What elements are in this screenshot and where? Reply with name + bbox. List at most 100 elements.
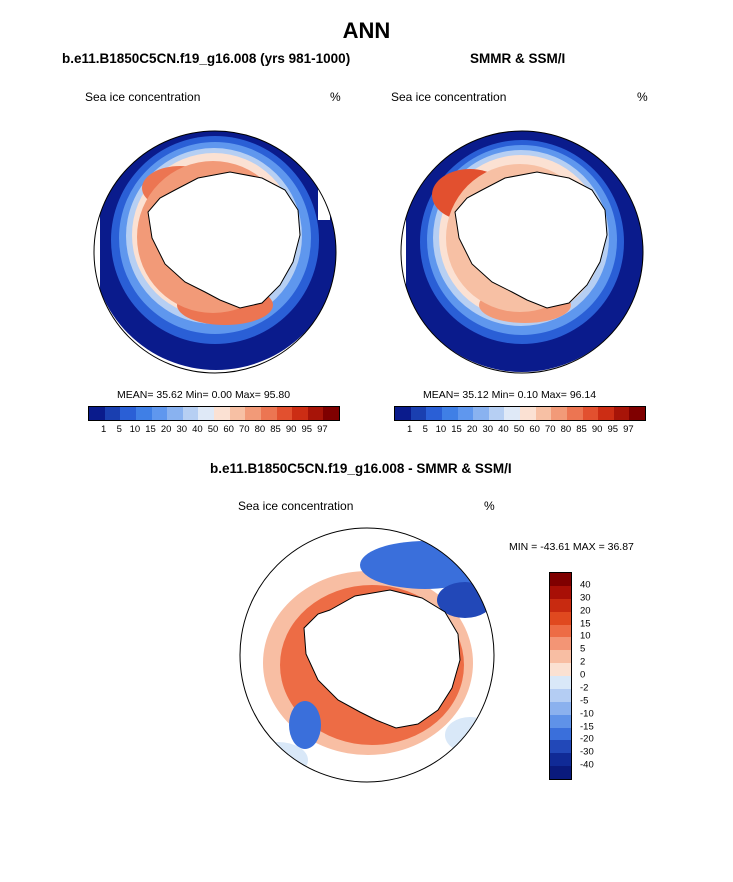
panel3-colorbar-swatch-5 [550, 637, 571, 651]
panel2-colorbar-swatch-3 [441, 407, 458, 420]
panel3-colorbar-tick-label: 15 [580, 618, 591, 629]
panel2-colorbar-swatch-9 [535, 407, 552, 420]
panel3-colorbar-swatch-8 [550, 676, 571, 689]
panel2-colorbar-swatch-13 [598, 407, 614, 420]
panel3-colorbar-swatch-2 [550, 598, 571, 612]
panel3-colorbar-swatch-6 [550, 650, 571, 664]
panel1-colorbar-swatch-1 [104, 407, 121, 420]
panel1-ice-band-5 [132, 153, 296, 317]
panel3-colorbar-tick-label: 2 [580, 656, 586, 668]
panel3-colorbar-swatch-9 [550, 688, 571, 702]
panel2-stats: MEAN= 35.12 Min= 0.10 Max= 96.14 [423, 389, 596, 401]
panel1-colorbar-swatch-4 [151, 407, 168, 420]
panel2-colorbar-tick-label: 85 [576, 424, 587, 435]
panel1-stats: MEAN= 35.62 Min= 0.00 Max= 95.80 [117, 389, 290, 401]
panel2-colorbar-tick-label: 60 [529, 424, 540, 435]
panel3-colorbar-swatch-7 [550, 663, 571, 676]
panel2-colorbar-swatch-5 [473, 407, 489, 420]
panel1-colorbar-swatch-9 [229, 407, 246, 420]
panel1-colorbar-swatch-7 [198, 407, 214, 420]
panel2-ice-edge-band [401, 131, 643, 372]
panel1-colorbar-tick-label: 15 [145, 424, 156, 435]
panel3-negative-northeast [437, 582, 493, 618]
panel3-left-label: Sea ice concentration [238, 499, 354, 513]
panel1-colorbar-swatch-6 [182, 407, 199, 420]
panel1-colorbar-swatch-3 [135, 407, 152, 420]
panel3-map-border [239, 527, 495, 783]
panel3-colorbar-tick-label: -15 [580, 721, 594, 732]
panel3-colorbar [549, 572, 572, 780]
panel3-colorbar-tick-label: -5 [580, 695, 589, 707]
panel3-colorbar-tick-label: 10 [580, 630, 591, 642]
panel1-colorbar-swatch-14 [307, 407, 324, 420]
panel3-right-label: % [484, 499, 495, 513]
panel1-mean-value: 35.62 [156, 389, 183, 401]
panel1-ice-band-3 [119, 142, 311, 334]
panel3-colorbar-tick-label: 20 [580, 605, 591, 617]
panel2-colorbar-tick-label: 50 [513, 424, 525, 435]
panel2-colorbar-swatch-11 [566, 407, 583, 420]
panel3-colorbar-swatch-3 [550, 611, 571, 625]
panel3-colorbar-tick-label: 30 [580, 592, 591, 604]
panel1-colorbar-swatch-15 [323, 407, 339, 420]
panel2-colorbar-tick-label: 30 [482, 424, 494, 435]
panel2-weddell-ice [432, 169, 508, 221]
panel3-colorbar-tick-label: -40 [580, 759, 594, 771]
panel2-ross-ice [479, 287, 571, 323]
panel2-colorbar-swatch-8 [520, 407, 536, 420]
panel2-antarctica [454, 171, 608, 309]
panel1-max-value: 95.80 [263, 389, 291, 401]
panel1-colorbar-tick-label: 5 [116, 424, 122, 435]
panel1-colorbar-swatch-10 [245, 407, 261, 420]
panel1-missing-2 [318, 180, 330, 220]
panel3-colorbar-tick-label: -20 [580, 733, 594, 745]
panel1-ice-edge-band [94, 131, 336, 370]
panel1-colorbar-tick-label: 30 [176, 424, 188, 435]
panel1-colorbar-swatch-12 [276, 407, 293, 420]
panel1-colorbar-swatch-13 [292, 407, 308, 420]
panel3-title: b.e11.B1850C5CN.f19_g16.008 - SMMR & SSM… [210, 461, 512, 476]
panel2-right-label: % [637, 90, 648, 104]
panel2-max-value: 96.14 [569, 389, 597, 401]
panel2-colorbar-swatch-14 [613, 407, 630, 420]
panel2-colorbar-swatch-10 [551, 407, 567, 420]
panel3-colorbar-swatch-4 [550, 624, 571, 638]
panel2-colorbar-swatch-12 [582, 407, 599, 420]
panel1-ice-band-2 [111, 136, 319, 344]
panel1-colorbar-tick-label: 85 [270, 424, 281, 435]
panel2-colorbar-tick-label: 15 [451, 424, 462, 435]
panel1-right-label: % [330, 90, 341, 104]
panel2-colorbar-swatch-4 [457, 407, 474, 420]
panel1-ocean [94, 131, 336, 373]
panel2-map-border [400, 130, 644, 374]
panel2-left-label: Sea ice concentration [391, 90, 507, 104]
panel3-colorbar-swatch-14 [550, 753, 571, 767]
panel2-colorbar-swatch-0 [395, 407, 411, 420]
panel2-max-label: Max= [540, 389, 567, 401]
panel1-colorbar-tick-label: 40 [192, 424, 203, 435]
panel3-background [240, 528, 494, 782]
panel2-colorbar-swatch-1 [410, 407, 427, 420]
panel2-colorbar-swatch-2 [426, 407, 442, 420]
panel2-ice-band-6 [446, 164, 594, 312]
panel2-colorbar-tick-label: 97 [623, 424, 634, 435]
panel3-positive-core [280, 585, 464, 745]
panel1-colorbar-tick-label: 50 [207, 424, 219, 435]
panel2-ice-band-4 [433, 150, 609, 326]
panel2-ocean [401, 131, 643, 373]
panel2-ice-band-2 [420, 140, 624, 344]
panel3-colorbar-tick-label: -10 [580, 708, 594, 720]
panel3-colorbar-swatch-13 [550, 740, 571, 754]
panel2-colorbar-tick-label: 95 [607, 424, 619, 435]
panel1-left-label: Sea ice concentration [85, 90, 201, 104]
panel3-colorbar-tick-label: -2 [580, 682, 589, 694]
panel1-colorbar-tick-label: 95 [301, 424, 313, 435]
panel1-min-value: 0.00 [211, 389, 233, 401]
panel1-colorbar-tick-label: 90 [285, 424, 297, 435]
panel1-colorbar-swatch-0 [89, 407, 105, 420]
panel2-colorbar [394, 406, 646, 421]
panel2-colorbar-tick-label: 80 [560, 424, 572, 435]
panel3-colorbar-swatch-10 [550, 701, 571, 715]
panel2-ice-band-5 [439, 155, 603, 319]
panel1-ice-band-6 [137, 161, 289, 313]
